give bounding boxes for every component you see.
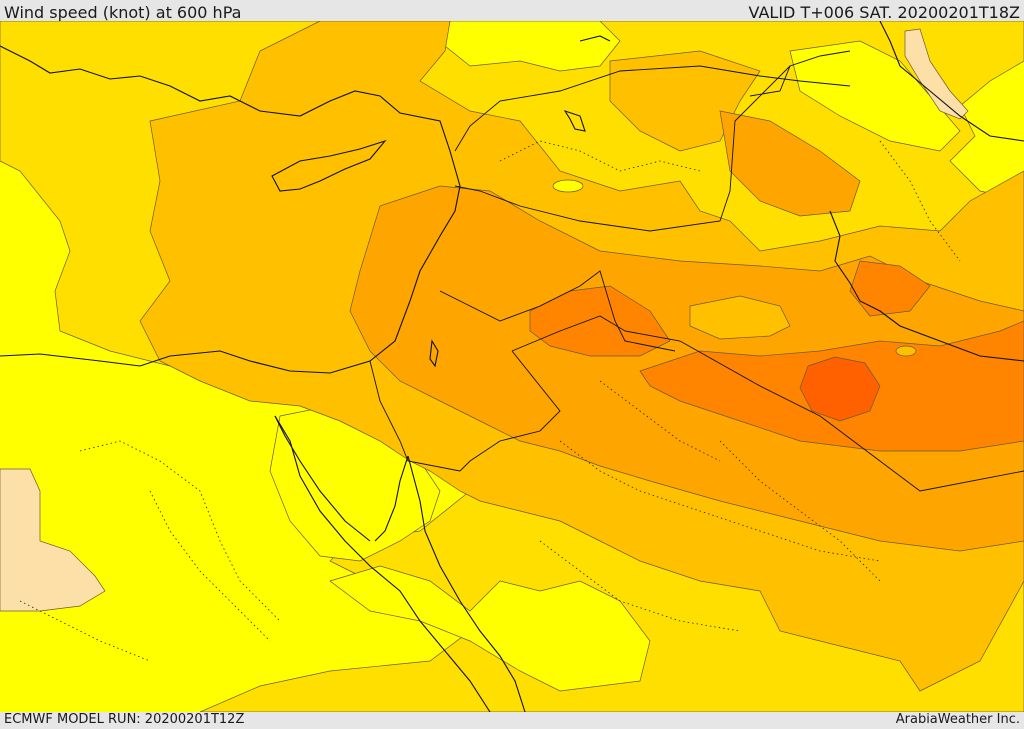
band-very-low-west (0, 468, 106, 612)
saudi-jordan-border (459, 350, 561, 472)
jordan-border (439, 270, 676, 352)
band-low-north (444, 21, 621, 72)
model-run: ECMWF MODEL RUN: 20200201T12Z (4, 712, 245, 727)
band-high-west (529, 285, 671, 357)
gulf-of-suez-coast (274, 415, 371, 542)
gulf-of-aqaba-coast (374, 455, 409, 542)
dead-sea-coast (429, 339, 439, 368)
band-very-low-northeast (904, 28, 969, 120)
syria-iraq-border (454, 65, 791, 232)
valid-time: VALID T+006 SAT. 20200201T18Z (748, 3, 1020, 22)
map-title: Wind speed (knot) at 600 hPa (4, 3, 242, 22)
red-sea-coast-east (407, 455, 526, 712)
province-border-1 (79, 440, 281, 622)
band-very-high (799, 356, 881, 422)
iran-border (749, 50, 851, 97)
credit: ArabiaWeather Inc. (895, 712, 1020, 727)
province-border-8 (879, 140, 961, 262)
lake-van-coast (563, 109, 586, 132)
band-high-north (849, 260, 931, 317)
band-medium-east-blob (689, 295, 791, 340)
band-medium-small (895, 345, 917, 357)
red-sea-coast-west (274, 415, 491, 712)
band-low-arabia (329, 565, 651, 692)
wind-speed-map (0, 21, 1024, 712)
band-low-blob (552, 179, 584, 193)
province-border-3 (559, 440, 881, 562)
province-border-7 (149, 490, 271, 642)
province-border-6 (599, 380, 721, 462)
province-border-2 (499, 140, 701, 172)
footer-bar: ECMWF MODEL RUN: 20200201T12Z ArabiaWeat… (0, 712, 1024, 729)
turkey-border (454, 65, 851, 152)
gulf-coast (829, 210, 1024, 362)
header-bar: Wind speed (knot) at 600 hPa VALID T+006… (0, 0, 1024, 22)
province-border-4 (539, 540, 741, 632)
cyprus-coast (271, 139, 387, 192)
band-low-northeast (789, 40, 961, 152)
mediterranean-coast (0, 45, 461, 374)
band-medium-high-north (719, 110, 861, 217)
iraq-saudi-border (511, 315, 1024, 492)
egypt-libya-border (369, 360, 461, 472)
caspian-coast (879, 21, 1024, 142)
black-sea-coast (579, 35, 611, 42)
